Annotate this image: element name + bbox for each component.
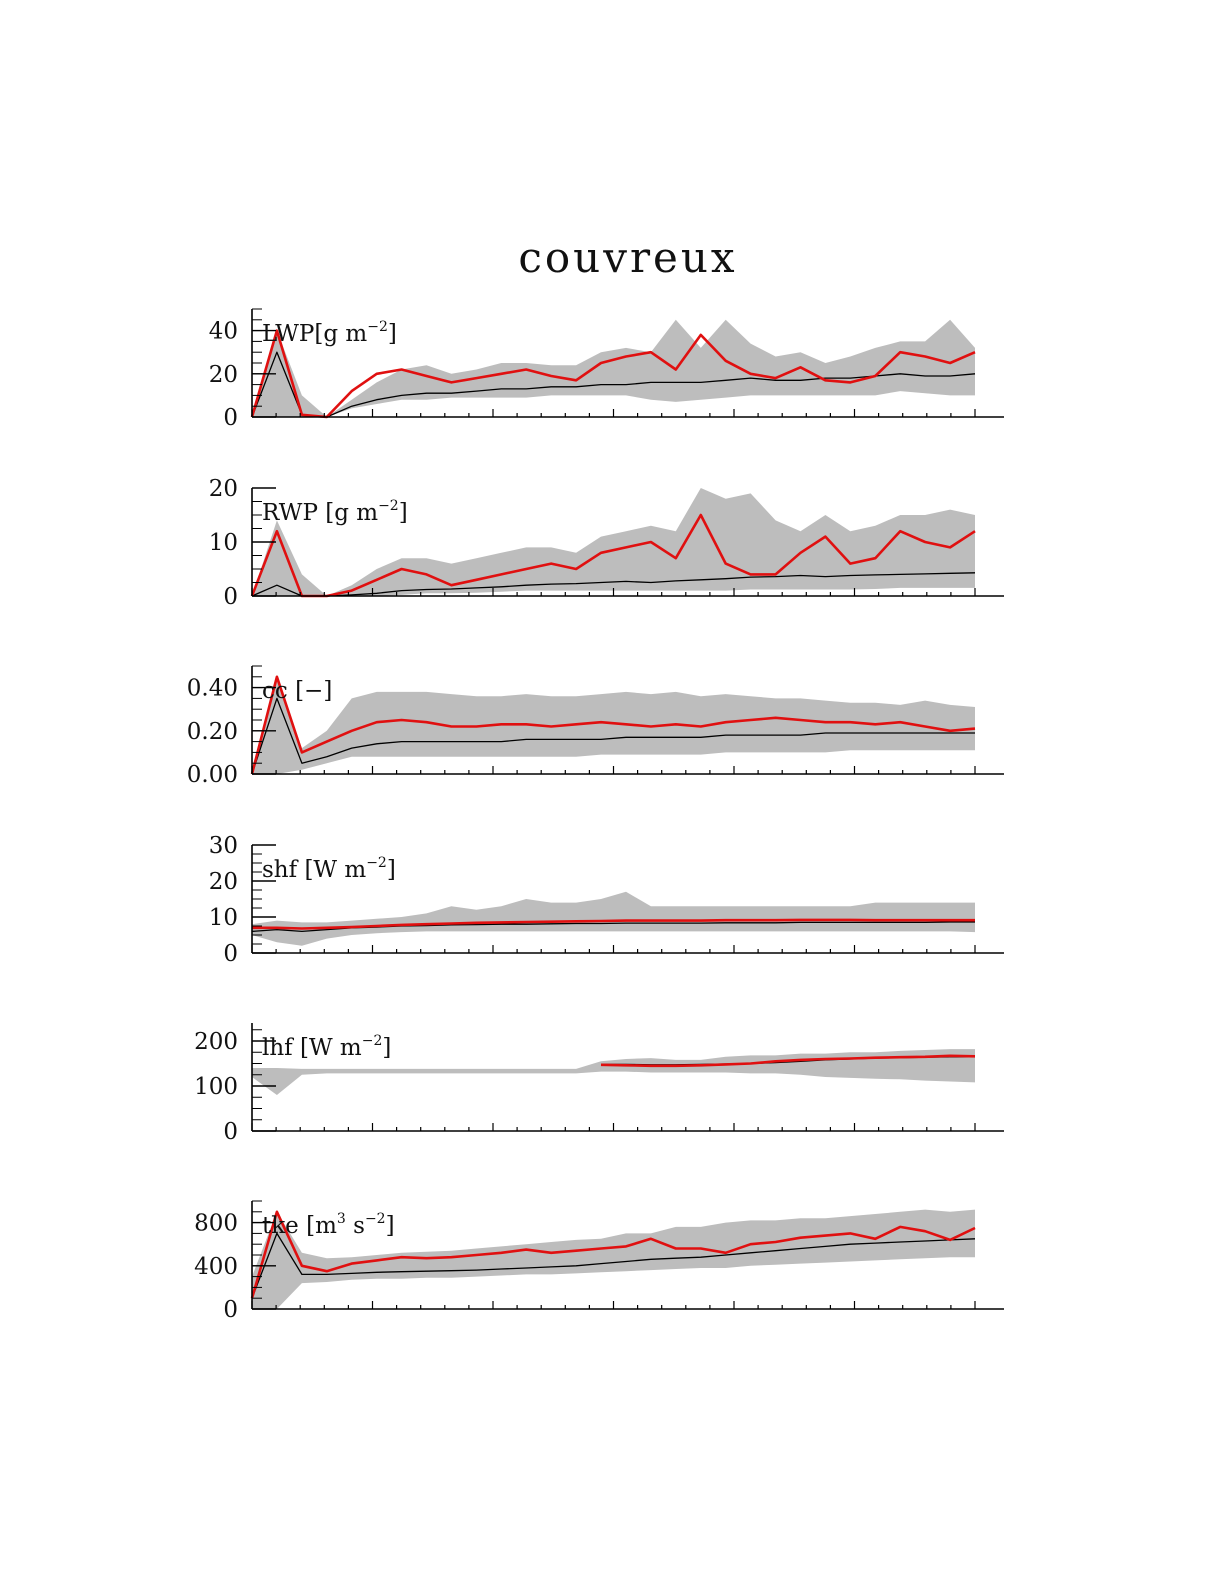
y-tick-label: 30 [209, 833, 238, 859]
mean-line [251, 1232, 976, 1299]
panel-2: 0 10 20 RWP [g m−2] [209, 476, 1004, 610]
y-tick-label: 0 [223, 1119, 238, 1145]
panel-4: 0 10 20 30 shf [W m−2] [209, 833, 1004, 967]
y-tick-label: 10 [209, 905, 238, 931]
panel-6: 0 400 800 tke [m3 s−2] [194, 1200, 1004, 1323]
panel-label: shf [W m−2] [262, 855, 396, 883]
y-tick-label: 0 [223, 1297, 238, 1323]
figure-title: couvreux [518, 233, 737, 282]
y-tick-label: 800 [194, 1211, 238, 1237]
y-tick-label: 20 [209, 476, 238, 502]
y-tick-label: 100 [194, 1074, 238, 1100]
spread-band [252, 1209, 975, 1309]
y-tick-label: 200 [194, 1029, 238, 1055]
y-tick-label: 20 [209, 362, 238, 388]
y-tick-label: 0 [223, 584, 238, 610]
panel-label: LWP[g m−2] [262, 319, 397, 347]
panel-3: 0.00 0.20 0.40 cc [−] [187, 665, 1004, 788]
y-tick-label: 0.40 [187, 676, 238, 702]
mean-line [251, 351, 976, 418]
model-line [252, 918, 975, 930]
model-line [600, 1054, 976, 1068]
model-line [250, 513, 976, 598]
y-tick-label: 0 [223, 405, 238, 431]
y-tick-label: 0 [223, 941, 238, 967]
panel-label: tke [m3 s−2] [262, 1211, 395, 1239]
panel-label: lhf [W m−2] [262, 1033, 391, 1061]
y-tick-label: 20 [209, 869, 238, 895]
model-line [250, 329, 976, 419]
panel-1: 0 20 40 LWP[g m−2] [209, 308, 1004, 431]
model-line [250, 1210, 976, 1299]
y-tick-label: 40 [209, 319, 238, 345]
model-line [250, 675, 976, 775]
spread-band [252, 891, 975, 946]
y-tick-label: 400 [194, 1254, 238, 1280]
panel-label: cc [−] [262, 678, 332, 704]
mean-line [251, 697, 975, 775]
panel-label: RWP [g m−2] [262, 498, 408, 526]
spread-band [252, 488, 975, 596]
y-tick-label: 10 [209, 530, 238, 556]
spread-band [252, 676, 975, 774]
panel-5: 0 100 200 lhf [W m−2] [194, 1023, 1004, 1145]
y-tick-label: 0.00 [187, 762, 238, 788]
y-tick-label: 0.20 [187, 719, 238, 745]
